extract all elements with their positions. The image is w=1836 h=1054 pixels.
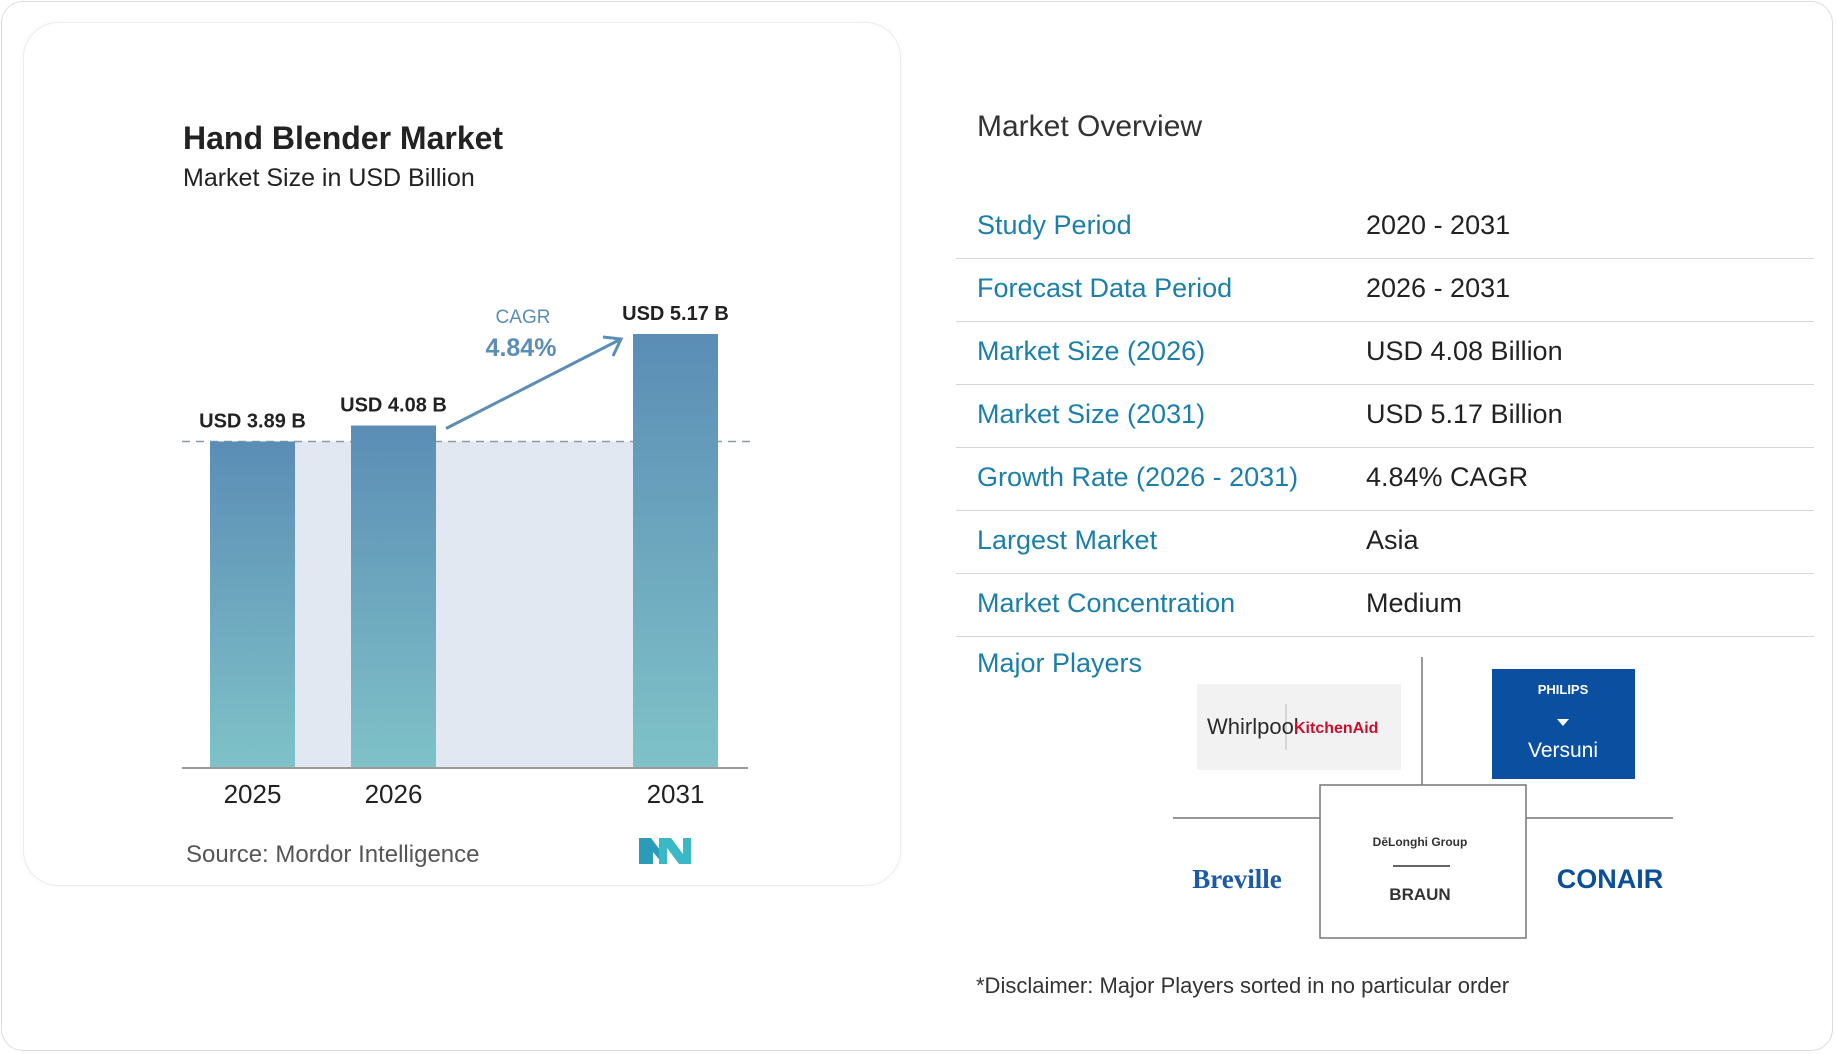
overview-row: Market Size (2026) USD 4.08 Billion: [956, 322, 1814, 385]
bar-chart: USD 3.89 B 2025 USD 4.08 B 2026 USD 5.17 B 20…: [182, 303, 750, 809]
row-label: Market Size (2026): [977, 336, 1206, 366]
whirlpool-kitchenaid-logo: [1197, 684, 1401, 770]
chart-subtitle: Market Size in USD Billion: [183, 164, 475, 192]
row-value: Asia: [1366, 525, 1419, 555]
row-label: Growth Rate (2026 - 2031): [977, 462, 1299, 492]
major-players-label: Major Players: [977, 648, 1143, 678]
row-value: USD 5.17 Billion: [1366, 399, 1563, 429]
overview-row: Market Size (2031) USD 5.17 Billion: [956, 385, 1814, 448]
x-tick-label: 2026: [365, 779, 423, 809]
cagr-label: CAGR: [496, 307, 551, 328]
cagr-arrow: [445, 337, 622, 430]
bar-2026: [351, 425, 436, 768]
row-value: 4.84% CAGR: [1366, 462, 1529, 492]
data-label: USD 4.08 B: [340, 395, 447, 417]
row-label: Largest Market: [977, 525, 1158, 555]
row-value: Medium: [1366, 588, 1463, 618]
overview-row: Market Concentration Medium: [956, 574, 1814, 637]
x-tick-label: 2031: [647, 779, 705, 809]
data-label: USD 5.17 B: [622, 303, 729, 325]
breville-logo: Breville: [1192, 864, 1281, 894]
row-label: Study Period: [977, 210, 1132, 240]
versuni-logo: Versuni: [1528, 739, 1598, 762]
conair-logo: CONAIR: [1557, 864, 1664, 894]
overview-row: Largest Market Asia: [956, 511, 1814, 574]
chart-source: Source: Mordor Intelligence: [186, 841, 480, 868]
braun-logo: BRAUN: [1389, 885, 1450, 904]
row-label: Market Concentration: [977, 588, 1236, 618]
row-label: Market Size (2031): [977, 399, 1206, 429]
chart-title: Hand Blender Market: [183, 120, 504, 156]
major-players-logos: Whirlpool KitchenAid PHILIPS Versuni DēL…: [1173, 657, 1673, 939]
philips-logo: PHILIPS: [1538, 682, 1589, 697]
disclaimer: *Disclaimer: Major Players sorted in no …: [976, 973, 1510, 998]
overview-row: Forecast Data Period 2026 - 2031: [956, 259, 1814, 322]
bar-2025: [210, 441, 295, 768]
row-value: USD 4.08 Billion: [1366, 336, 1563, 366]
bar-2031: [633, 334, 718, 768]
overview-row: Growth Rate (2026 - 2031) 4.84% CAGR: [956, 448, 1814, 511]
row-value: 2020 - 2031: [1366, 210, 1511, 240]
center-logo-box: [1319, 784, 1527, 939]
row-label: Forecast Data Period: [977, 273, 1233, 303]
mordor-logo-icon: [639, 838, 691, 864]
kitchenaid-logo: KitchenAid: [1294, 720, 1378, 737]
whirlpool-logo: Whirlpool: [1207, 714, 1299, 739]
chevron-down-icon: [1557, 719, 1569, 726]
delonghi-logo: DēLonghi Group: [1373, 835, 1468, 849]
data-label: USD 3.89 B: [199, 410, 306, 432]
overview-row: Study Period 2020 - 2031: [956, 196, 1814, 259]
cagr-value: 4.84%: [486, 334, 557, 362]
overview-table: Study Period 2020 - 2031 Forecast Data P…: [956, 196, 1814, 637]
arrow-head-icon: [602, 335, 624, 357]
row-value: 2026 - 2031: [1366, 273, 1511, 303]
x-tick-label: 2025: [224, 779, 282, 809]
market-overview-title: Market Overview: [977, 110, 1203, 143]
